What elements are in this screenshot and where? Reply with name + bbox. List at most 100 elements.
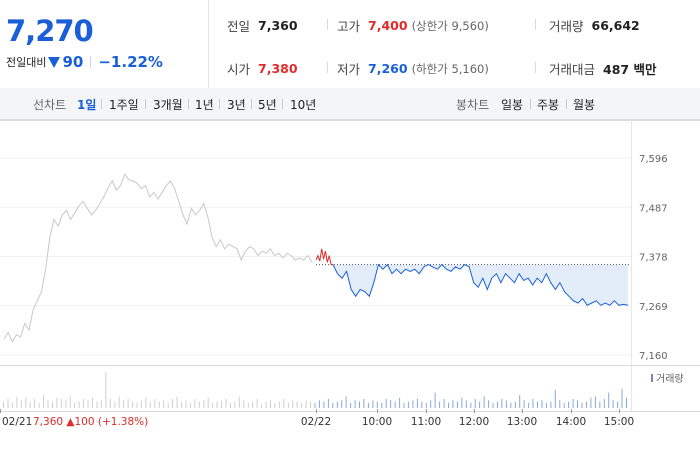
volume-bar	[528, 402, 530, 408]
prev-day-up-triangle-icon: ▲	[66, 416, 75, 428]
price-chart[interactable]: 7,596 7,487 7,378 7,269 7,160 거래량 02/21 02/22…	[0, 120, 700, 450]
volume-bar	[568, 401, 570, 408]
volume-bar	[283, 399, 285, 408]
volume-bar	[416, 399, 418, 408]
current-price: 7,270	[6, 14, 94, 48]
period-5y-button[interactable]: 5년	[258, 98, 277, 112]
volume-bar	[194, 399, 196, 408]
volume-bar	[376, 401, 378, 408]
volume-bar	[270, 400, 271, 408]
period-3m-button[interactable]: 3개월	[153, 98, 183, 112]
volume-bar	[577, 400, 578, 408]
volume-bar	[399, 397, 401, 408]
volume-bar	[234, 401, 236, 408]
volume-bar	[603, 399, 605, 408]
volume-bar	[341, 400, 343, 408]
volume-bar	[38, 402, 40, 408]
candle-monthly-button[interactable]: 월봉	[573, 98, 596, 112]
stat-low: 저가 7,260 (하한가 5,160)	[337, 61, 489, 77]
period-10y-button[interactable]: 10년	[290, 98, 317, 112]
volume-bar	[586, 401, 587, 408]
toolbar-divider	[219, 99, 220, 109]
volume-bar	[537, 401, 538, 408]
volume-bar	[394, 401, 396, 408]
volume-bar	[318, 400, 320, 408]
prev-day-note: 7,360 ▲100 (+1.38%)	[33, 416, 148, 428]
x-tick-label: 10:00	[362, 416, 392, 428]
x-tick-label: 13:00	[507, 416, 537, 428]
volume-bar	[92, 397, 93, 408]
x-tick-label: 02/22	[301, 416, 331, 428]
volume-bar	[323, 401, 325, 408]
quote-stats: 전일 7,360 고가 7,400 (상한가 9,560) 거래량 66,642…	[209, 0, 700, 88]
volume-bar	[172, 399, 174, 408]
prev-day-close: 7,360	[33, 416, 66, 428]
volume-bar	[443, 399, 445, 408]
volume-bar	[372, 400, 374, 408]
toolbar-divider	[530, 99, 531, 109]
price-series	[3, 173, 631, 343]
volume-bar	[278, 401, 280, 408]
volume-bar	[590, 397, 592, 408]
volume-bar	[43, 395, 44, 408]
volume-bar	[559, 400, 561, 408]
volume-bar	[136, 402, 138, 408]
volume-bar	[287, 402, 289, 408]
volume-bar	[83, 399, 85, 408]
volume-bar	[617, 401, 619, 408]
volume-bar	[105, 372, 107, 408]
change-label: 전일대비	[6, 56, 47, 69]
volume-bar	[541, 400, 543, 408]
intraday-series-line	[332, 263, 629, 306]
volume-bar	[198, 401, 200, 408]
volume-bar	[225, 399, 227, 408]
volume-bar	[434, 392, 436, 408]
stat-divider	[327, 19, 328, 30]
volume-bar	[11, 402, 13, 408]
y-tick-label: 7,487	[639, 203, 668, 214]
volume-bar	[452, 400, 454, 408]
period-1w-button[interactable]: 1주일	[109, 98, 139, 112]
volume-bar	[505, 400, 507, 408]
opening-series-line	[315, 248, 333, 266]
volume-bar	[132, 401, 134, 408]
volume-bar	[523, 400, 525, 408]
volume-bar	[599, 401, 601, 408]
volume-bar	[238, 396, 240, 408]
period-1d-button[interactable]: 1일	[77, 98, 97, 112]
volume-bar	[519, 395, 521, 408]
period-3y-button[interactable]: 3년	[227, 98, 246, 112]
volume-bar	[381, 402, 383, 408]
volume-bar	[212, 402, 214, 408]
volume-bar	[345, 396, 347, 408]
volume-bar	[229, 402, 231, 408]
volume-bar	[532, 399, 534, 408]
x-axis: 02/21 02/22 10:00 11:00 12:00 13:00 14:00 15:00…	[0, 409, 634, 428]
volume-bar	[118, 396, 120, 408]
volume-bar	[501, 399, 503, 408]
volume-bar	[461, 397, 463, 408]
volume-bar	[261, 404, 263, 408]
volume-bar	[189, 402, 191, 408]
volume-bar	[594, 396, 596, 408]
volume-bar	[69, 396, 71, 408]
volume-bar	[305, 400, 307, 408]
toolbar-divider	[282, 99, 283, 109]
volume-bar	[296, 401, 298, 408]
volume-bar	[29, 401, 31, 408]
candle-weekly-button[interactable]: 주봉	[537, 98, 560, 112]
period-1y-button[interactable]: 1년	[195, 98, 214, 112]
volume-bar	[256, 399, 258, 408]
x-tick-label: 15:00	[604, 416, 634, 428]
volume-bar	[554, 390, 556, 408]
volume-bar	[100, 400, 102, 408]
volume-bar	[78, 401, 80, 408]
volume-bar	[158, 401, 160, 408]
stat-divider	[327, 62, 328, 73]
volume-bar	[185, 400, 187, 408]
stat-volume: 거래량 66,642	[549, 18, 640, 34]
volume-bar	[496, 401, 498, 408]
volume-bar	[221, 400, 223, 408]
candle-daily-button[interactable]: 일봉	[501, 98, 524, 112]
volume-bar	[47, 400, 49, 408]
